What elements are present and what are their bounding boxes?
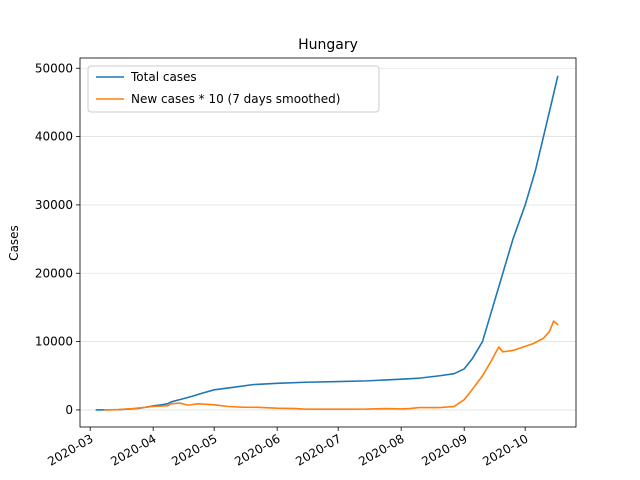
x-tick-label: 2020-10 <box>480 431 530 468</box>
x-tick-label: 2020-03 <box>45 431 95 468</box>
x-tick-label: 2020-04 <box>108 431 158 468</box>
plot-frame <box>79 57 577 428</box>
legend-label-2: New cases * 10 (7 days smoothed) <box>131 92 340 106</box>
chart-title: Hungary <box>298 37 358 53</box>
y-axis-label: Cases <box>7 225 21 261</box>
x-tick-label: 2020-07 <box>293 431 343 468</box>
legend-label-1: Total cases <box>130 70 197 84</box>
series-line-1 <box>95 75 559 411</box>
y-tick-label: 20000 <box>35 266 73 280</box>
y-tick-label: 40000 <box>35 130 73 144</box>
y-tick-label: 30000 <box>35 198 73 212</box>
grid-lines <box>80 67 576 411</box>
legend: Total cases New cases * 10 (7 days smooth… <box>87 65 380 113</box>
x-tick-label: 2020-05 <box>169 431 219 468</box>
y-tick-label: 50000 <box>35 61 73 75</box>
x-tick-label: 2020-08 <box>356 431 406 468</box>
axes <box>79 57 577 428</box>
x-tick-label: 2020-09 <box>419 431 469 468</box>
y-tick-label: 10000 <box>35 335 73 349</box>
y-tick-label: 0 <box>65 403 73 417</box>
series-line-2 <box>103 320 559 411</box>
series-layer <box>95 75 559 411</box>
x-tick-label: 2020-06 <box>232 431 282 468</box>
legend-box <box>87 65 380 113</box>
